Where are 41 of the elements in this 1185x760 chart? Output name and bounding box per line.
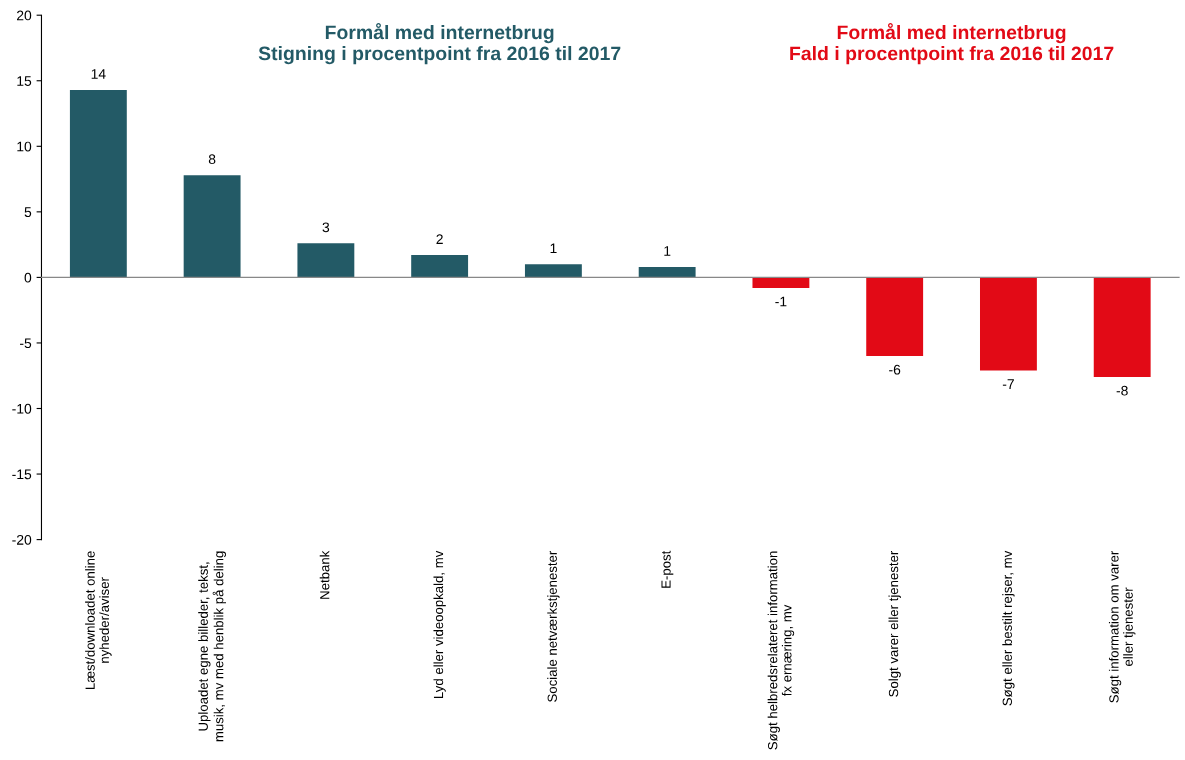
y-tick-label: 15 <box>17 76 32 86</box>
y-tick-label: -20 <box>12 534 32 545</box>
y-tick-label: -15 <box>12 469 32 480</box>
x-tick-label: Lyd eller videoopkald, mv <box>433 550 446 699</box>
bar <box>866 277 924 357</box>
data-label: -6 <box>889 364 901 375</box>
y-tick-label: -5 <box>20 338 32 349</box>
x-tick-label: Søgt helbredsrelateret information fx ernæring, mv <box>767 551 795 750</box>
x-tick-label: Søgt information om varer eller tjenester <box>1108 550 1136 703</box>
x-tick-label: Uploadet egne billeder, tekst, musik, mv med henblik på deling <box>198 551 227 742</box>
y-tick-label: -10 <box>12 403 32 414</box>
bar <box>1093 277 1151 378</box>
bar <box>297 243 355 278</box>
bar <box>183 175 241 278</box>
data-label: 1 <box>664 246 671 256</box>
bar <box>524 264 582 278</box>
x-tick-label: Læst/downloadet online nyheder/aviser <box>85 551 112 689</box>
data-label: 8 <box>208 154 216 165</box>
bar <box>411 255 469 278</box>
annotation: Formål med internetbrug Stigning i procentpoint fra 2016 til 2017 <box>258 23 621 65</box>
data-label: -1 <box>775 296 787 307</box>
x-tick-label: Solgt varer eller tjenester <box>888 550 901 697</box>
x-tick-label: E-post <box>661 550 674 588</box>
data-label: -8 <box>1116 385 1128 396</box>
y-tick-label: 5 <box>24 207 32 218</box>
y-tick-label: 10 <box>17 141 32 152</box>
bar <box>752 277 810 288</box>
data-label: 3 <box>322 222 330 233</box>
bar <box>979 277 1037 371</box>
bar <box>638 266 696 278</box>
data-label: -7 <box>1002 379 1014 389</box>
x-tick-label: Netbank <box>319 550 330 599</box>
x-tick-label: Søgt eller bestilt rejser, mv <box>1002 550 1015 706</box>
data-label: 1 <box>550 243 557 254</box>
data-label: 14 <box>91 69 106 79</box>
data-label: 2 <box>436 234 443 244</box>
annotation: Formål med internetbrug Fald i procentpoint fra 2016 til 2017 <box>790 23 1114 65</box>
x-tick-label: Sociale netværkstjenester <box>547 550 560 702</box>
bar <box>69 89 127 278</box>
y-tick-label: 0 <box>24 272 32 283</box>
y-tick-label: 20 <box>17 10 32 21</box>
